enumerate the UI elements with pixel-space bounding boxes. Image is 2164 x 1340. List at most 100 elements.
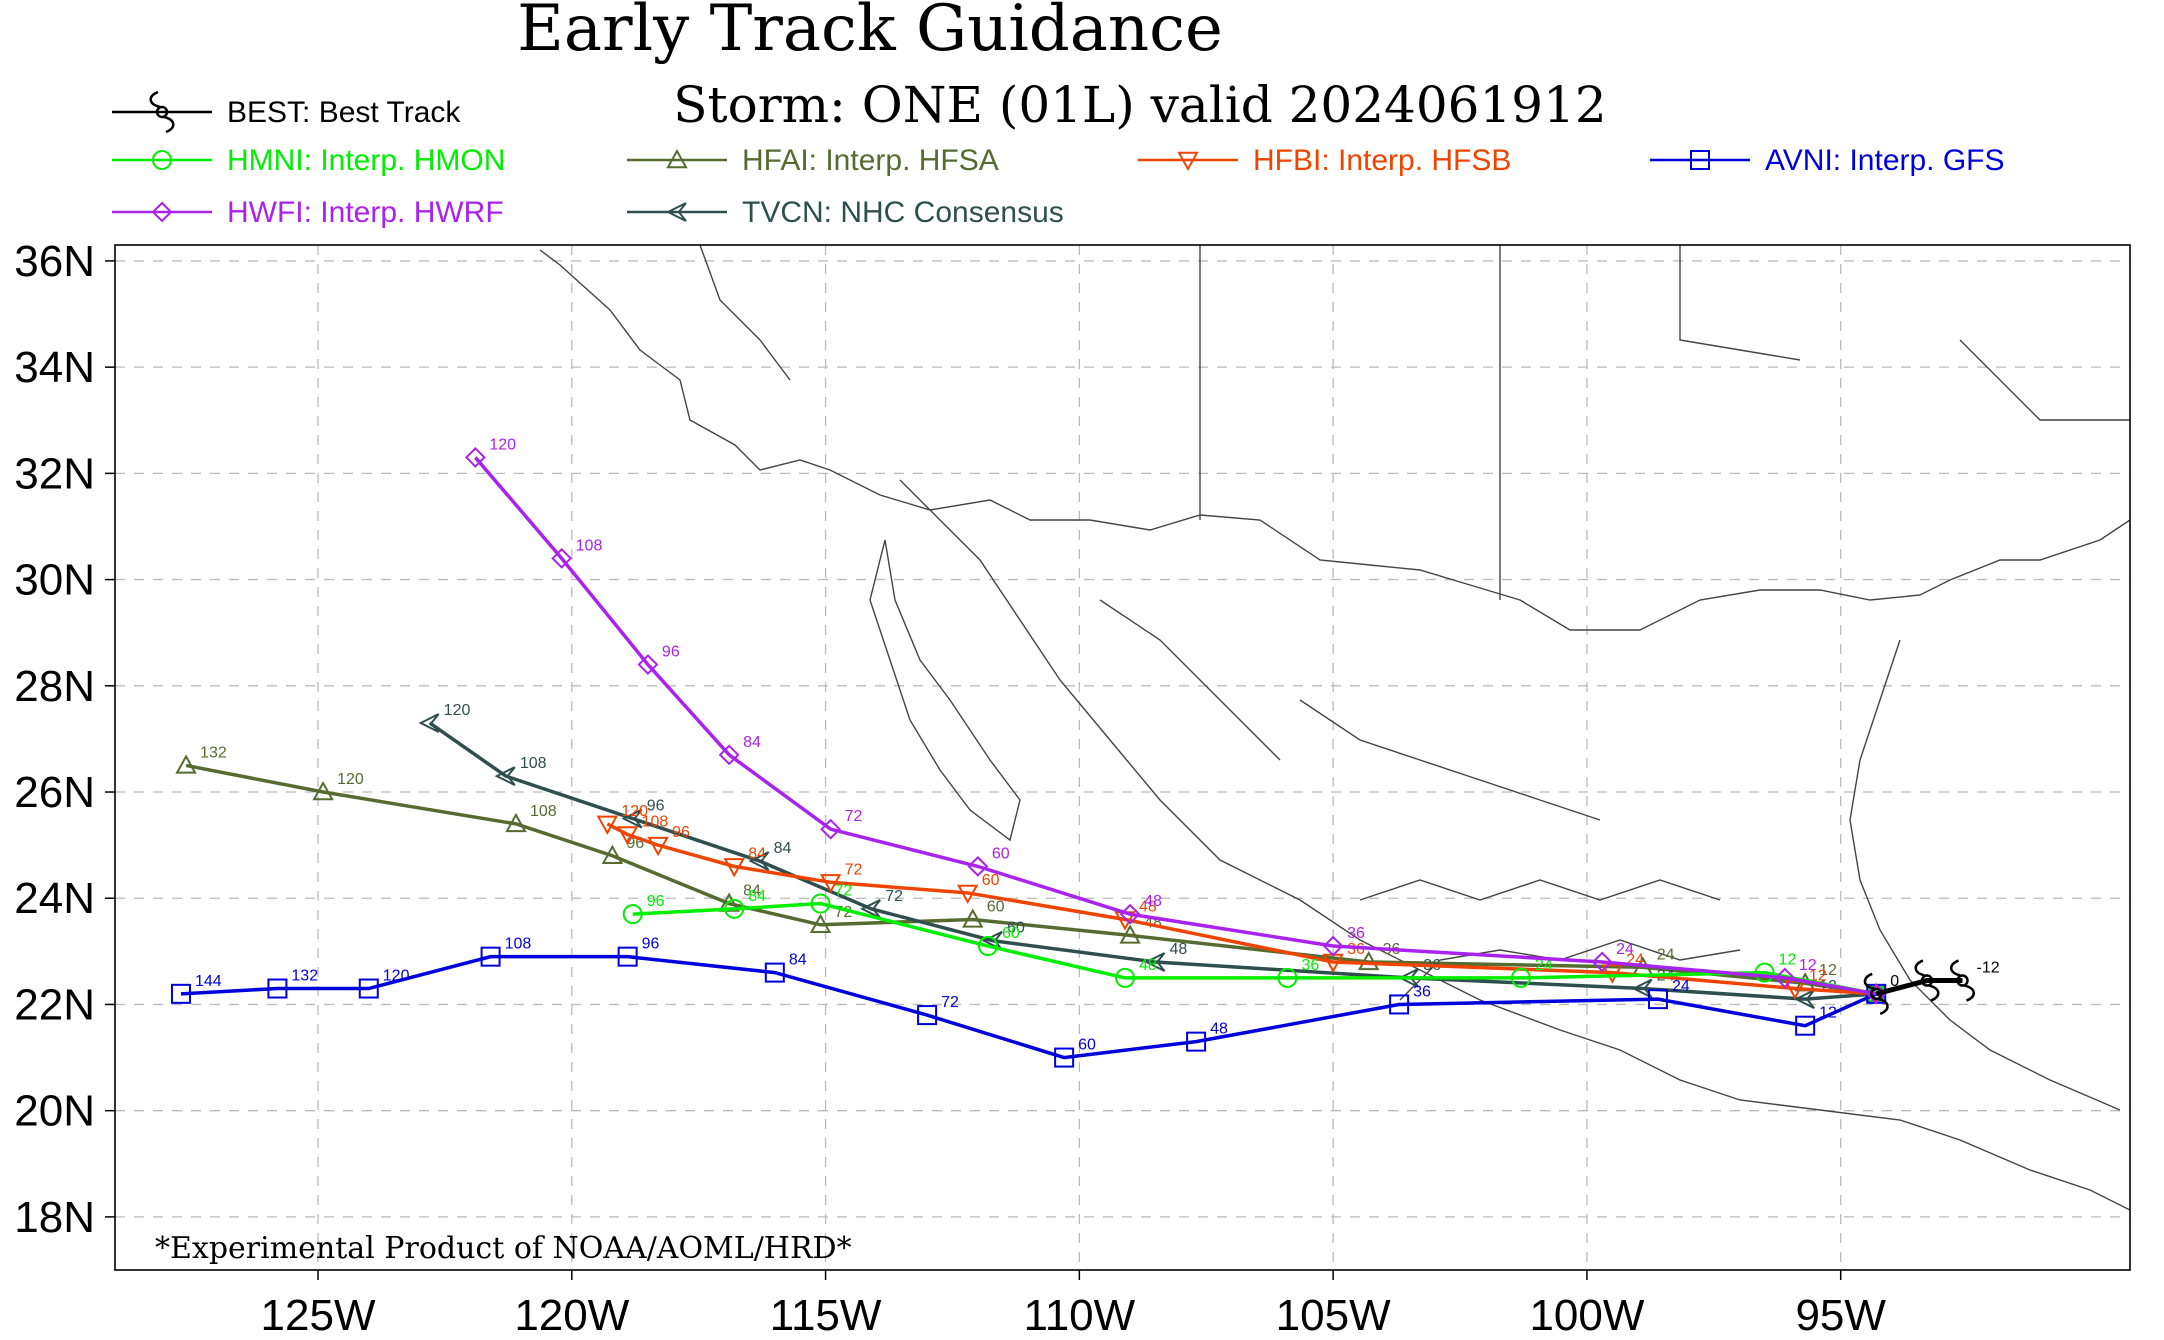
point-label: 24: [1672, 978, 1690, 995]
y-tick-label: 30N: [14, 556, 95, 605]
point-label: 48: [1144, 893, 1162, 910]
point-label: 96: [647, 893, 665, 910]
point-label: 0: [1890, 973, 1899, 990]
y-tick-label: 28N: [14, 662, 95, 711]
grid-lines: [115, 245, 2130, 1270]
triangle-down-marker: [819, 874, 842, 894]
track-line: [632, 901, 1877, 996]
arrowhead-marker: [418, 713, 440, 733]
point-label: 24: [1616, 941, 1634, 958]
track-line: [428, 721, 1877, 1001]
point-label: 36: [1413, 983, 1431, 1000]
point-label: 120: [383, 968, 410, 985]
point-label: 108: [505, 936, 532, 953]
square-marker: [1647, 989, 1668, 1010]
triangle-marker: [962, 908, 984, 928]
triangle-marker: [312, 780, 334, 801]
point-label: 60: [992, 845, 1010, 862]
arrowhead-marker: [1398, 968, 1420, 988]
legend-item-hwfi: HWFI: Interp. HWRF: [112, 196, 504, 229]
x-tick-label: 100W: [1529, 1291, 1644, 1340]
point-label: 24: [1535, 957, 1553, 974]
square-marker: [358, 978, 379, 999]
point-label: 72: [845, 808, 863, 825]
point-label: 120: [489, 436, 516, 453]
point-label: 96: [647, 798, 665, 815]
legend: BEST: Best Track HMNI: Interp. HMON HFAI: …: [112, 90, 2005, 229]
legend-item-best: BEST: Best Track: [112, 90, 461, 134]
x-tick-label: 105W: [1276, 1291, 1391, 1340]
track-line: [606, 822, 1877, 996]
point-label: 24: [1657, 946, 1675, 963]
point-label: 12: [1799, 957, 1817, 974]
point-label: 108: [642, 814, 669, 831]
y-tick-label: 22N: [14, 980, 95, 1029]
circle-marker: [622, 904, 643, 925]
triangle-marker: [1119, 924, 1141, 944]
hurricane-arm-top: [149, 90, 161, 109]
legend-label: BEST: Best Track: [227, 96, 461, 129]
point-label: 108: [576, 537, 603, 554]
point-label: 144: [195, 973, 222, 990]
point-label: 36: [1301, 957, 1319, 974]
diamond-marker: [1591, 951, 1613, 973]
triangle-down-marker: [616, 826, 639, 846]
arrowhead-marker: [748, 851, 770, 871]
triangle-marker: [1357, 950, 1380, 971]
square-marker: [170, 983, 191, 1004]
diamond-marker: [967, 855, 989, 877]
x-tick-label: 95W: [1795, 1291, 1886, 1340]
track-line: [474, 456, 1877, 996]
point-label: 60: [987, 898, 1005, 915]
legend-item-tvcn: TVCN: NHC Consensus: [627, 196, 1064, 229]
diamond-marker: [551, 547, 573, 569]
point-label: 108: [520, 755, 547, 772]
track-line: [1875, 978, 1963, 997]
legend-label: HFBI: Interp. HFSB: [1253, 144, 1511, 177]
arrowhead-marker: [1144, 952, 1166, 972]
point-label: 120: [337, 771, 364, 788]
point-label: 84: [789, 952, 807, 969]
point-label: 120: [444, 702, 471, 719]
y-tick-label: 26N: [14, 768, 95, 817]
point-label: 132: [200, 744, 227, 761]
track-avni: 12 24 36 48 60 72 84 96 108 120 132 144: [170, 936, 1887, 1068]
triangle-marker: [505, 812, 527, 833]
legend-label: HWFI: Interp. HWRF: [227, 196, 504, 229]
arrowhead-marker: [665, 202, 687, 222]
point-label: 72: [885, 888, 903, 905]
point-label: 48: [1210, 1021, 1228, 1038]
point-label: 48: [1169, 941, 1187, 958]
circle-marker: [152, 150, 172, 170]
legend-item-avni: AVNI: Interp. GFS: [1650, 144, 2005, 177]
triangle-down-marker: [1177, 151, 1199, 172]
hurricane-eye: [1920, 974, 1934, 987]
square-marker: [1186, 1031, 1207, 1052]
square-marker: [764, 962, 785, 983]
point-label: 84: [743, 883, 761, 900]
triangle-marker: [175, 754, 197, 774]
point-label: 60: [982, 872, 1000, 889]
point-label: 96: [642, 936, 660, 953]
point-label: 84: [748, 845, 766, 862]
y-tick-label: 18N: [14, 1193, 95, 1242]
hurricane-eye: [1869, 987, 1883, 1001]
x-tick-label: 110W: [1024, 1291, 1136, 1340]
diamond-marker: [464, 447, 486, 468]
square-marker: [1795, 1015, 1816, 1036]
chart-subtitle: Storm: ONE (01L) valid 2024061912: [673, 76, 1606, 134]
point-label: 60: [1002, 925, 1020, 942]
diamond-marker: [1119, 903, 1141, 925]
point-label: 60: [1007, 920, 1025, 937]
y-tick-label: 24N: [14, 874, 95, 923]
point-label: 72: [941, 994, 959, 1011]
point-label: 108: [530, 803, 557, 820]
diamond-marker: [637, 654, 659, 675]
point-label: 84: [774, 840, 792, 857]
arrowhead-marker: [1793, 989, 1815, 1010]
triangle-down-marker: [723, 858, 745, 878]
chart-title: Early Track Guidance: [517, 0, 1223, 66]
y-tick-label: 20N: [14, 1087, 95, 1136]
y-tick-label: 34N: [14, 343, 95, 392]
legend-label: HMNI: Interp. HMON: [227, 144, 505, 177]
